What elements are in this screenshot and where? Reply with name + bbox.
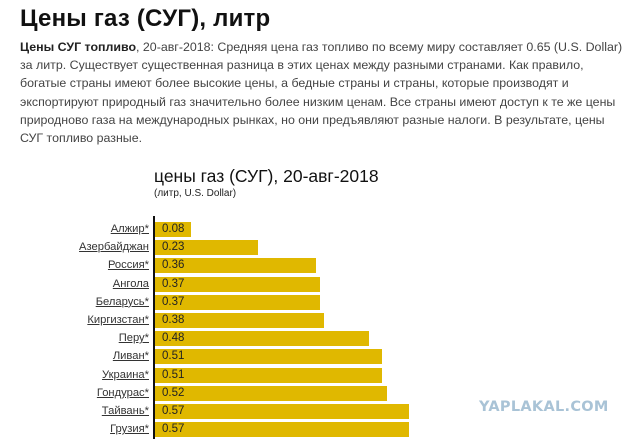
country-link[interactable]: Ангола	[112, 277, 149, 290]
page-title: Цены газ (СУГ), литр	[20, 5, 271, 32]
country-link[interactable]: Гондурас*	[96, 386, 149, 399]
bar-value-label: 0.37	[162, 295, 185, 308]
bar: 0.52	[155, 385, 387, 401]
bar-value-label: 0.23	[162, 241, 185, 254]
bar-value-label: 0.52	[162, 386, 185, 399]
bar-row: Ангола 0.37	[0, 276, 640, 292]
country-link[interactable]: Беларусь*	[95, 295, 149, 308]
country-link[interactable]: Россия*	[107, 259, 149, 272]
bar-row: Перу* 0.48	[0, 331, 640, 347]
bar-value-label: 0.36	[162, 259, 185, 272]
bar: 0.57	[155, 404, 409, 419]
bar-value-label: 0.38	[162, 314, 185, 326]
bar: 0.37	[155, 276, 320, 292]
bar: 0.38	[155, 313, 324, 328]
bar: 0.23	[155, 240, 258, 256]
chart-title: цены газ (СУГ), 20-авг-2018	[154, 166, 379, 186]
country-link[interactable]: Азербайджан	[79, 241, 149, 254]
country-link[interactable]: Тайвань*	[101, 405, 149, 417]
bar-value-label: 0.48	[162, 332, 185, 345]
bar-value-label: 0.51	[162, 368, 185, 381]
chart-axis-line	[153, 216, 155, 439]
bar: 0.08	[155, 222, 191, 237]
bar-row: Алжир* 0.08	[0, 222, 640, 237]
country-link[interactable]: Перу*	[118, 332, 149, 345]
bar-row: Тайвань* 0.57	[0, 404, 640, 419]
intro-bold: Цены СУГ топливо	[20, 40, 137, 54]
bar-value-label: 0.57	[162, 423, 185, 436]
country-link[interactable]: Киргизстан*	[87, 314, 149, 326]
bar: 0.37	[155, 294, 320, 310]
bar-row: Беларусь* 0.37	[0, 294, 640, 310]
bar-row: Россия* 0.36	[0, 258, 640, 274]
bar-value-label: 0.37	[162, 277, 185, 290]
bar-row: Ливан* 0.51	[0, 349, 640, 365]
bar-value-label: 0.08	[162, 223, 185, 235]
bar: 0.57	[155, 422, 409, 438]
country-link[interactable]: Алжир*	[110, 223, 149, 235]
watermark: YAPLAKAL.COM	[479, 399, 609, 415]
bar: 0.51	[155, 367, 382, 383]
bar-row: Киргизстан* 0.38	[0, 313, 640, 328]
bar: 0.36	[155, 258, 316, 274]
bar-row: Украина* 0.51	[0, 367, 640, 383]
intro-text: , 20-авг-2018: Средняя цена газ топливо …	[20, 40, 623, 146]
chart-subtitle: (литр, U.S. Dollar)	[154, 188, 237, 199]
bar-value-label: 0.51	[162, 350, 185, 363]
bar-row: Гондурас* 0.52	[0, 385, 640, 401]
intro-paragraph: Цены СУГ топливо, 20-авг-2018: Средняя ц…	[20, 38, 630, 147]
bar: 0.48	[155, 331, 369, 347]
bar-value-label: 0.57	[162, 405, 185, 417]
bar-row: Азербайджан 0.23	[0, 240, 640, 256]
country-link[interactable]: Грузия*	[110, 423, 149, 436]
bar-row: Грузия* 0.57	[0, 422, 640, 438]
country-link[interactable]: Ливан*	[112, 350, 149, 363]
bar: 0.51	[155, 349, 382, 365]
country-link[interactable]: Украина*	[102, 368, 149, 381]
